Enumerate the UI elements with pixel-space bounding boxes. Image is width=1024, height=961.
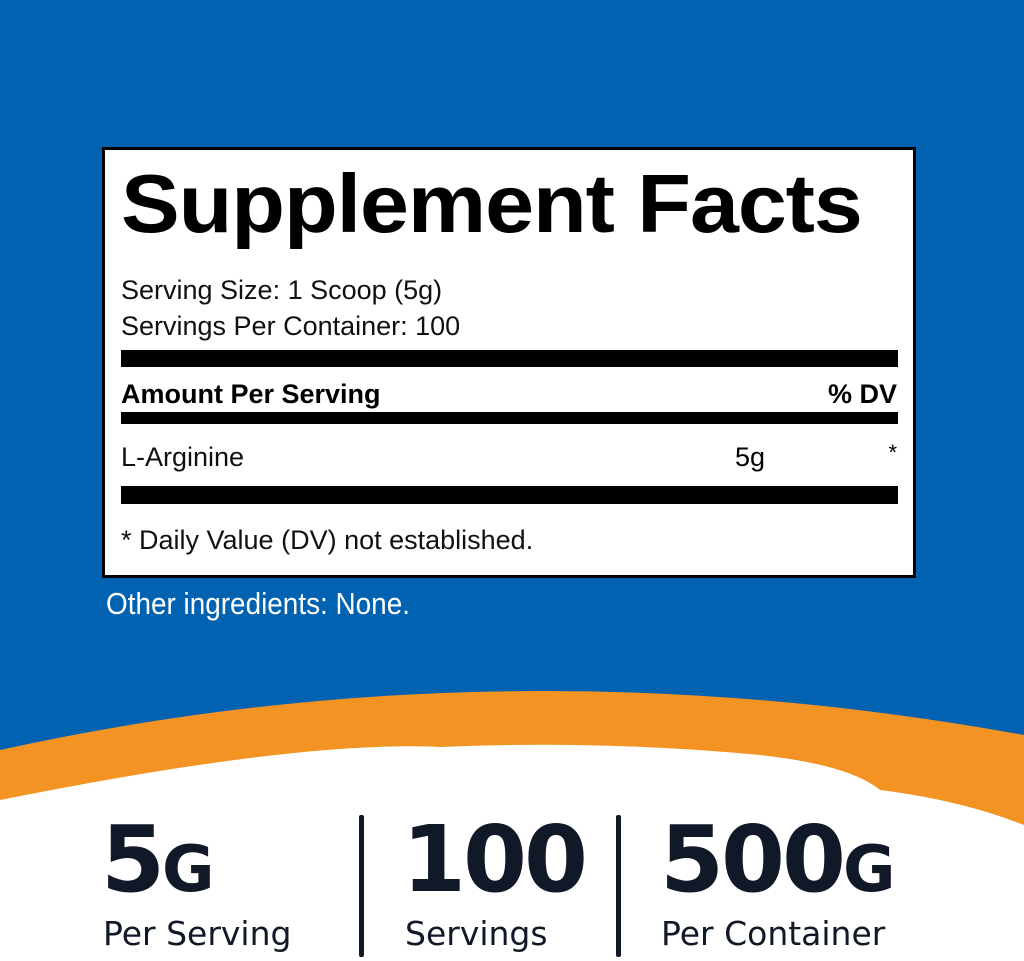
header-amount: Amount Per Serving xyxy=(121,379,381,409)
ingredient-amount: 5g xyxy=(735,442,766,472)
supplement-facts-panel: Supplement Facts Serving Size: 1 Scoop (… xyxy=(102,147,916,578)
stat-label-container: Per Container xyxy=(661,914,886,953)
ingredient-dv: * xyxy=(888,440,897,465)
stat-label-servings: Servings xyxy=(405,914,548,953)
stat-value-serving: 5G xyxy=(101,806,215,913)
stat-label-serving: Per Serving xyxy=(103,914,292,953)
footnote: * Daily Value (DV) not established. xyxy=(121,525,534,555)
ingredient-name: L-Arginine xyxy=(121,442,245,472)
divider-bar xyxy=(121,412,898,424)
serving-size: Serving Size: 1 Scoop (5g) xyxy=(121,275,443,305)
panel-title: Supplement Facts xyxy=(121,157,863,250)
stat-divider xyxy=(616,815,621,957)
stat-value-servings: 100 xyxy=(402,806,588,913)
divider-bar xyxy=(121,486,898,504)
other-ingredients: Other ingredients: None. xyxy=(106,586,410,621)
stat-divider xyxy=(359,815,364,957)
stat-value-container: 500G xyxy=(660,806,896,913)
servings-per-container: Servings Per Container: 100 xyxy=(121,311,461,341)
header-dv: % DV xyxy=(827,379,897,409)
divider-bar xyxy=(121,350,898,367)
